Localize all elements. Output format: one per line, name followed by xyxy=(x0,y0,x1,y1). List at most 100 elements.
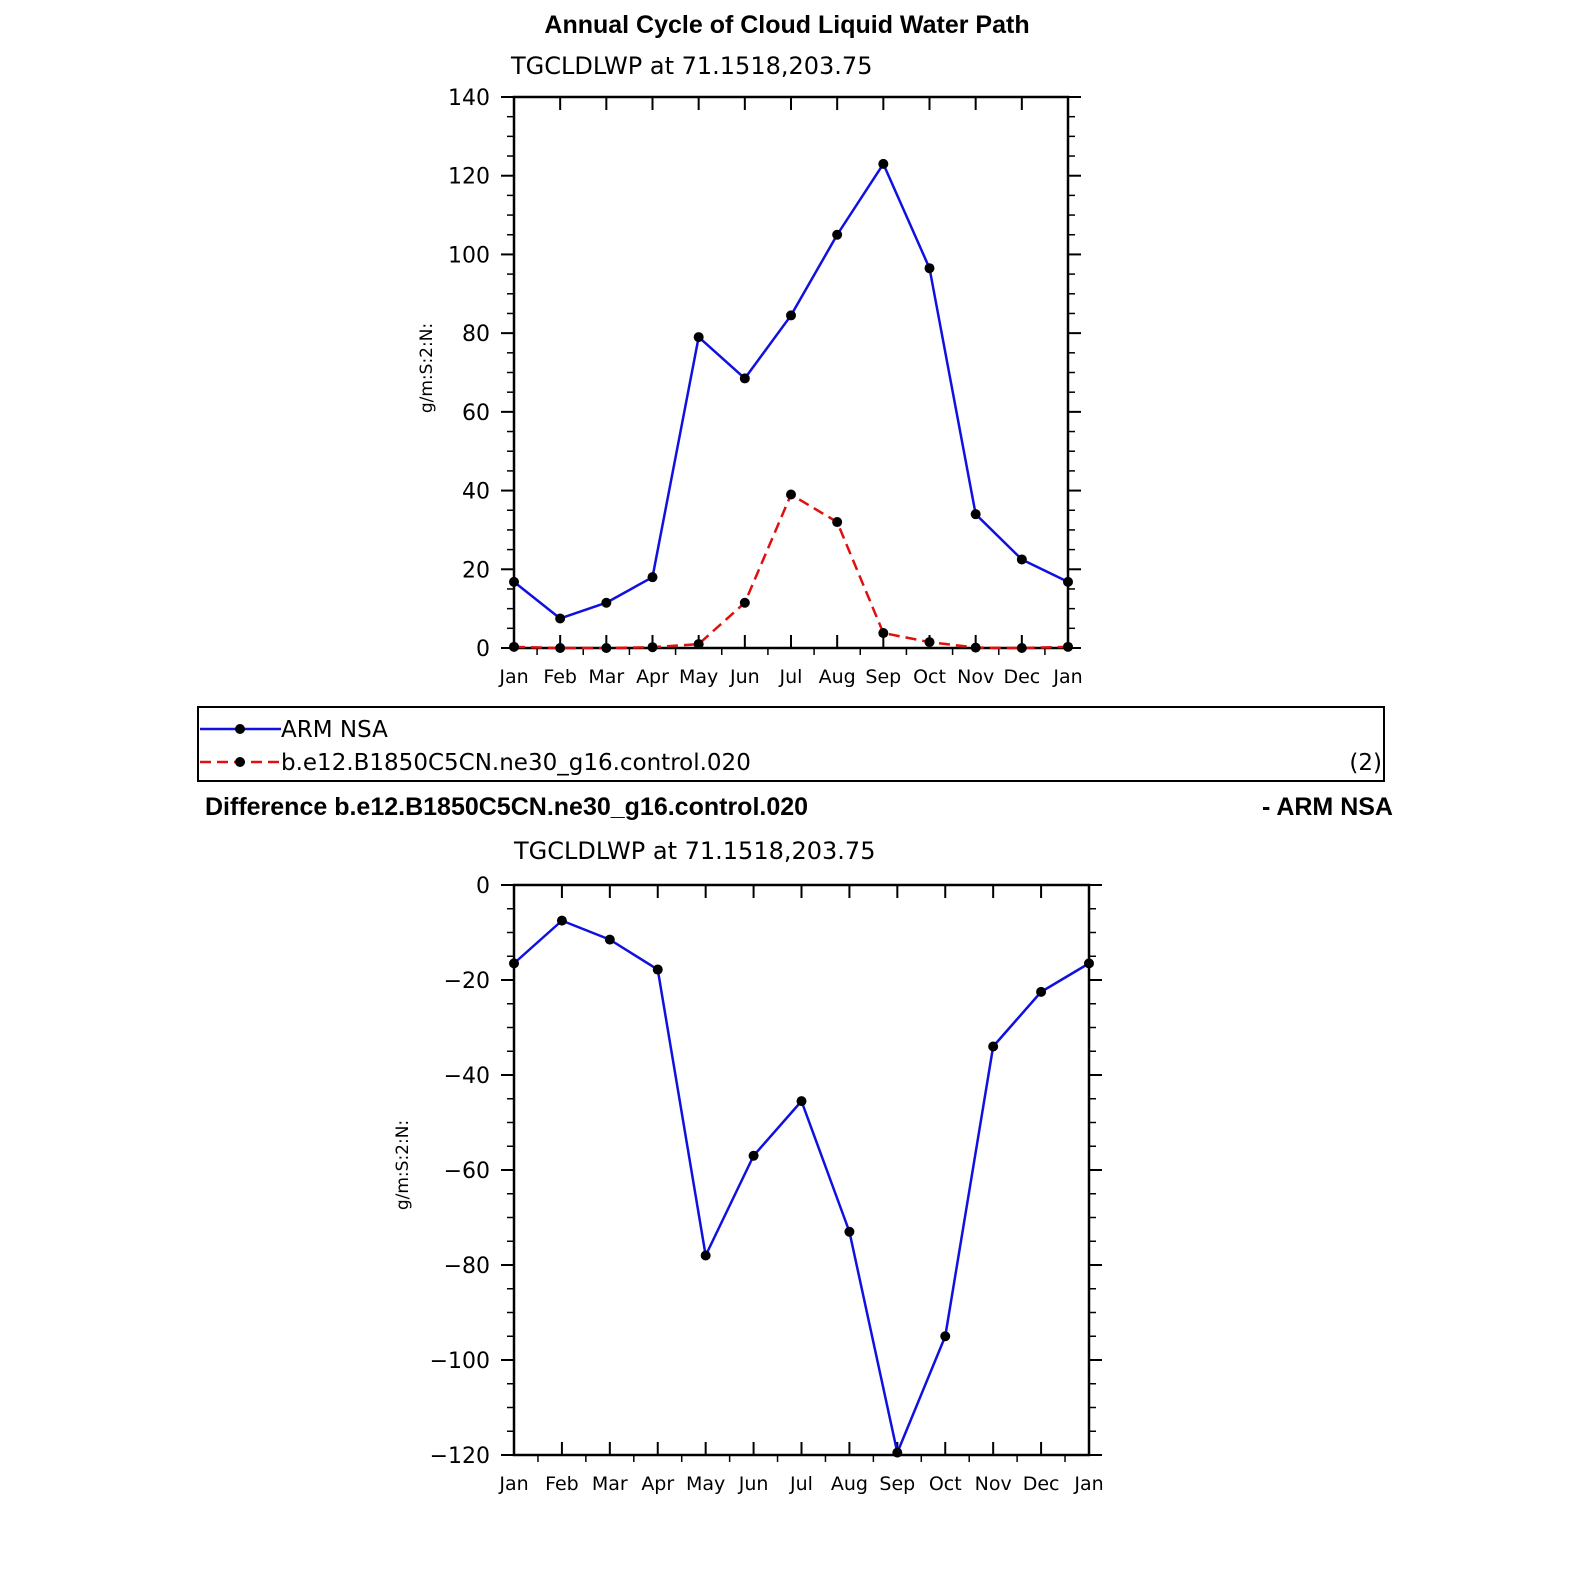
data-point xyxy=(924,637,935,648)
data-point xyxy=(970,509,981,520)
x-tick-label: May xyxy=(679,666,718,688)
data-point xyxy=(988,1041,999,1052)
x-tick-label: Jun xyxy=(738,1473,769,1495)
data-point xyxy=(892,1447,903,1458)
legend-label-obs: ARM NSA xyxy=(281,717,388,743)
data-point xyxy=(940,1331,951,1342)
data-point xyxy=(693,332,704,343)
y-tick-label: 140 xyxy=(448,86,490,111)
x-tick-label: Oct xyxy=(913,666,946,688)
x-tick-label: Sep xyxy=(865,666,901,688)
y-tick-label: 80 xyxy=(462,322,490,347)
x-tick-label: Jan xyxy=(498,666,528,688)
difference-chart: TGCLDLWP at 71.1518,203.75 g/m:S:2:N: Ja… xyxy=(393,837,1104,1495)
x-tick-label: Jul xyxy=(779,666,803,688)
chart-title: Annual Cycle of Cloud Liquid Water Path xyxy=(544,11,1029,39)
legend-note: (2) xyxy=(1349,750,1382,776)
y-tick-label: 60 xyxy=(462,401,490,426)
chart-subtitle: TGCLDLWP at 71.1518,203.75 xyxy=(513,837,875,865)
legend-box xyxy=(197,706,1385,782)
x-tick-label: Sep xyxy=(879,1473,915,1495)
x-tick-label: Jan xyxy=(1052,666,1082,688)
data-point xyxy=(832,229,843,240)
x-tick-label: Dec xyxy=(1003,666,1040,688)
chart-subtitle: TGCLDLWP at 71.1518,203.75 xyxy=(510,52,872,80)
y-tick-label: 100 xyxy=(448,243,490,268)
data-point xyxy=(796,1096,807,1107)
y-tick-label: 20 xyxy=(462,558,490,583)
x-tick-label: Nov xyxy=(957,666,994,688)
y-tick-label: −60 xyxy=(444,1159,490,1184)
x-tick-label: Jan xyxy=(1073,1473,1103,1495)
series-line xyxy=(513,162,1069,620)
x-tick-label: Jul xyxy=(789,1473,813,1495)
data-point xyxy=(1084,958,1094,969)
annual-cycle-chart: TGCLDLWP at 71.1518,203.75 g/m:S:2:N: Ja… xyxy=(417,52,1083,688)
data-point xyxy=(647,642,658,653)
data-point xyxy=(878,158,889,169)
legend-marker-obs xyxy=(235,724,245,734)
y-tick-label: 40 xyxy=(462,480,490,505)
y-tick-label: 0 xyxy=(476,874,490,899)
plot-frame xyxy=(512,95,1070,650)
y-axis-label: g/m:S:2:N: xyxy=(393,1120,413,1210)
data-point xyxy=(700,1250,711,1261)
data-point xyxy=(970,642,981,653)
x-tick-label: Nov xyxy=(975,1473,1012,1495)
difference-title-left: Difference b.e12.B1850C5CN.ne30_g16.cont… xyxy=(205,793,808,821)
x-tick-label: Feb xyxy=(545,1473,579,1495)
y-tick-label: −20 xyxy=(444,969,490,994)
data-point xyxy=(1016,554,1027,565)
data-point xyxy=(739,597,750,608)
x-tick-label: Jun xyxy=(729,666,760,688)
x-tick-label: Aug xyxy=(831,1473,868,1495)
y-tick-label: −80 xyxy=(444,1254,490,1279)
x-tick-label: Dec xyxy=(1023,1473,1060,1495)
data-point xyxy=(604,934,615,945)
data-point xyxy=(693,639,704,650)
y-tick-label: −120 xyxy=(430,1444,490,1469)
data-point xyxy=(844,1226,855,1237)
legend: ARM NSA b.e12.B1850C5CN.ne30_g16.control… xyxy=(197,706,1385,782)
data-point xyxy=(878,628,889,639)
data-point xyxy=(555,613,566,624)
data-point xyxy=(739,373,750,384)
series-line xyxy=(513,919,1090,1454)
data-point xyxy=(786,489,796,500)
data-point xyxy=(509,576,519,587)
x-tick-label: Apr xyxy=(636,666,669,688)
data-point xyxy=(748,1150,759,1161)
x-tick-label: Aug xyxy=(819,666,856,688)
y-tick-label: −100 xyxy=(430,1349,490,1374)
data-point xyxy=(1016,643,1027,653)
y-axis-label: g/m:S:2:N: xyxy=(417,323,437,413)
y-tick-label: 0 xyxy=(476,637,490,662)
x-tick-label: Jan xyxy=(498,1473,528,1495)
plot-frame xyxy=(512,883,1091,1457)
y-tick-label: 120 xyxy=(448,165,490,190)
data-point xyxy=(786,310,796,321)
x-tick-label: May xyxy=(686,1473,725,1495)
data-point xyxy=(1063,641,1073,652)
data-point xyxy=(924,263,935,274)
data-point xyxy=(509,958,519,969)
legend-marker-model xyxy=(235,757,245,767)
y-tick-label: −40 xyxy=(444,1064,490,1089)
data-point xyxy=(647,572,658,583)
data-point xyxy=(1036,986,1047,997)
x-tick-label: Mar xyxy=(592,1473,628,1495)
data-point xyxy=(601,643,612,653)
data-point xyxy=(556,915,567,926)
data-point xyxy=(1063,576,1073,587)
x-tick-label: Feb xyxy=(543,666,577,688)
data-point xyxy=(652,964,663,975)
data-point xyxy=(509,641,519,652)
data-point xyxy=(555,643,566,653)
x-tick-label: Apr xyxy=(641,1473,674,1495)
data-point xyxy=(601,597,612,608)
series-line xyxy=(513,493,1069,650)
difference-title-right: - ARM NSA xyxy=(1262,793,1393,821)
x-tick-label: Mar xyxy=(588,666,624,688)
data-point xyxy=(832,517,843,528)
